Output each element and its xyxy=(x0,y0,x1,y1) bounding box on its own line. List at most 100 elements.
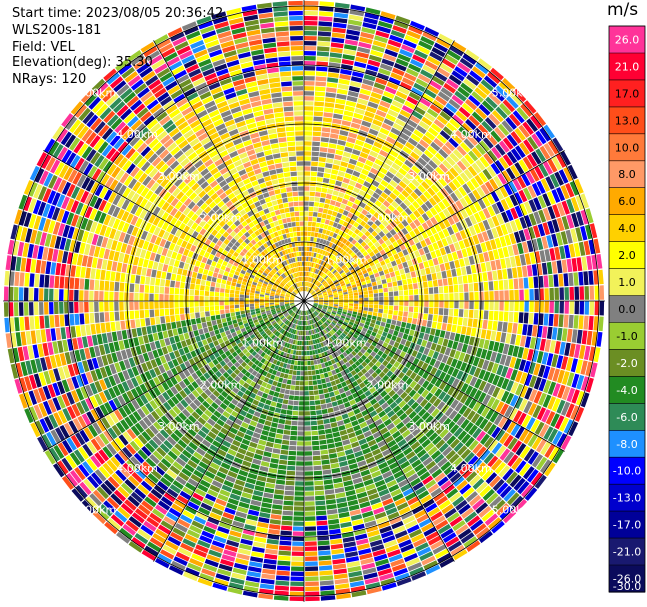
velocity-gate xyxy=(381,264,388,271)
velocity-gate xyxy=(393,341,400,349)
velocity-gate xyxy=(542,222,550,236)
velocity-gate xyxy=(313,334,317,339)
velocity-gate xyxy=(152,533,167,544)
velocity-gate xyxy=(310,283,313,288)
velocity-gate xyxy=(381,317,387,323)
velocity-gate xyxy=(393,470,404,479)
velocity-gate xyxy=(479,156,490,168)
velocity-gate xyxy=(270,385,277,391)
velocity-gate xyxy=(373,337,380,343)
velocity-gate xyxy=(415,486,427,496)
velocity-gate xyxy=(479,485,492,498)
velocity-gate xyxy=(393,567,408,577)
velocity-gate xyxy=(217,493,229,502)
velocity-gate xyxy=(387,204,396,212)
velocity-gate xyxy=(524,336,532,348)
velocity-gate xyxy=(418,262,425,270)
velocity-gate xyxy=(393,361,401,368)
velocity-gate xyxy=(198,404,207,413)
velocity-gate xyxy=(138,504,151,516)
velocity-gate xyxy=(331,32,346,39)
velocity-gate xyxy=(305,321,307,326)
velocity-gate xyxy=(432,421,442,432)
velocity-gate xyxy=(57,410,68,424)
velocity-gate xyxy=(269,333,274,338)
velocity-gate xyxy=(395,474,407,484)
velocity-gate xyxy=(468,150,479,162)
velocity-gate xyxy=(82,360,90,373)
velocity-gate xyxy=(308,340,311,346)
velocity-gate xyxy=(38,402,48,417)
velocity-gate xyxy=(416,45,431,55)
velocity-gate xyxy=(398,306,404,311)
velocity-gate xyxy=(267,436,275,443)
velocity-gate xyxy=(286,321,291,326)
velocity-gate xyxy=(312,450,321,456)
velocity-gate xyxy=(250,311,256,316)
velocity-gate xyxy=(208,385,216,393)
velocity-gate xyxy=(281,357,286,363)
velocity-gate xyxy=(238,351,245,358)
velocity-gate xyxy=(326,310,332,313)
velocity-gate xyxy=(318,228,323,234)
velocity-gate xyxy=(427,280,433,288)
velocity-gate xyxy=(458,309,464,317)
velocity-gate xyxy=(181,354,188,363)
velocity-gate xyxy=(282,346,286,352)
velocity-gate xyxy=(126,428,137,440)
velocity-gate xyxy=(389,296,394,301)
velocity-gate xyxy=(212,457,222,466)
velocity-gate xyxy=(241,316,247,321)
velocity-gate xyxy=(172,461,184,471)
velocity-gate xyxy=(421,522,434,533)
velocity-gate xyxy=(295,385,300,391)
velocity-gate xyxy=(470,177,480,189)
velocity-gate xyxy=(431,408,440,418)
velocity-gate xyxy=(217,338,224,344)
velocity-gate xyxy=(447,366,455,376)
velocity-gate xyxy=(280,525,293,531)
velocity-gate xyxy=(475,243,483,254)
velocity-gate xyxy=(266,394,273,401)
velocity-gate xyxy=(533,313,539,325)
velocity-gate xyxy=(291,312,295,316)
velocity-gate xyxy=(258,328,264,333)
velocity-gate xyxy=(304,406,310,411)
velocity-gate xyxy=(282,505,294,511)
velocity-gate xyxy=(316,269,320,275)
velocity-gate xyxy=(364,223,371,230)
velocity-gate xyxy=(325,263,330,269)
velocity-gate xyxy=(174,415,184,425)
velocity-gate xyxy=(337,420,345,427)
velocity-gate xyxy=(344,368,350,374)
velocity-gate xyxy=(318,429,326,435)
velocity-gate xyxy=(312,284,316,289)
velocity-gate xyxy=(443,285,449,294)
velocity-gate xyxy=(294,308,298,313)
velocity-gate xyxy=(86,458,98,471)
velocity-gate xyxy=(538,392,547,406)
velocity-gate xyxy=(363,430,372,438)
velocity-gate xyxy=(410,323,417,331)
velocity-gate xyxy=(336,247,342,253)
velocity-gate xyxy=(441,503,454,515)
velocity-gate xyxy=(215,573,230,582)
velocity-gate xyxy=(336,497,347,504)
velocity-gate xyxy=(498,280,504,290)
velocity-gate xyxy=(117,395,126,406)
velocity-gate xyxy=(277,339,282,344)
velocity-gate xyxy=(429,358,437,367)
velocity-gate xyxy=(248,367,254,374)
velocity-gate xyxy=(333,108,344,115)
velocity-gate xyxy=(381,123,392,131)
velocity-gate xyxy=(149,537,164,548)
velocity-gate xyxy=(295,471,304,476)
velocity-gate xyxy=(506,95,519,109)
velocity-gate xyxy=(330,268,336,273)
velocity-gate xyxy=(386,154,396,162)
velocity-gate xyxy=(253,319,259,324)
velocity-gate xyxy=(304,466,313,471)
velocity-gate xyxy=(499,403,509,416)
velocity-gate xyxy=(385,239,392,246)
velocity-gate xyxy=(286,314,290,319)
